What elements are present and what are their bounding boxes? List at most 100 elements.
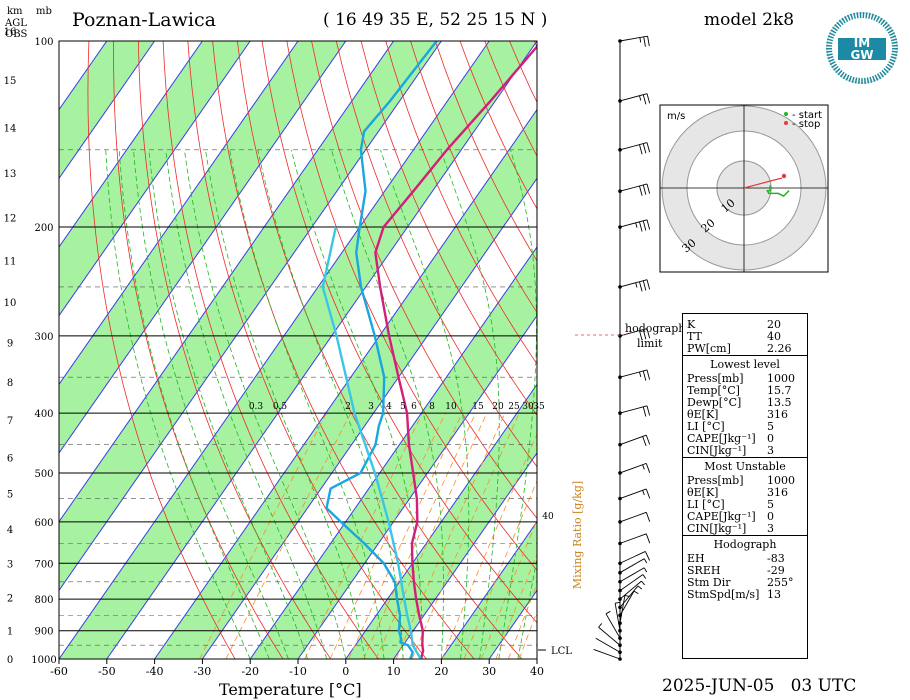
wind-barb-feather (639, 281, 643, 292)
x-tick-label: -40 (146, 665, 164, 678)
dry-adiabat (385, 41, 537, 365)
index-row-value: 40 (767, 330, 781, 343)
indices-panel: K 20 TT 40 PW[cm] 2.26 Lowest level Press[mb] 10… (682, 313, 808, 659)
most-unstable-row: CIN[Jkg⁻¹] 3 (683, 523, 807, 535)
isotherm-line (440, 520, 537, 659)
wind-barb-feather (635, 222, 638, 228)
isotherm-line (249, 246, 537, 659)
wind-barb (619, 142, 648, 151)
wind-barb (619, 533, 647, 544)
moist-adiabat (498, 149, 537, 659)
wind-barb-feather (639, 371, 642, 377)
x-tick-label: 10 (387, 665, 401, 678)
km-label: 5 (7, 490, 13, 501)
hodograph-trace (766, 185, 790, 198)
isotherm-line (345, 383, 537, 659)
plot-area (59, 41, 537, 659)
km-label: 12 (4, 213, 17, 224)
isotherm-line (393, 452, 537, 659)
wind-barb-feather (646, 405, 651, 416)
pressure-label: 200 (34, 223, 53, 234)
mixing-ratio-label: 15 (472, 402, 484, 412)
x-tick-label: -30 (194, 665, 212, 678)
hodograph-indices-row: Stm Dir 255° (683, 577, 807, 589)
lowest-level-row-value: 13.5 (767, 396, 792, 409)
isotherm-line (59, 41, 156, 180)
isotherm-line (59, 41, 347, 454)
lowest-level-row: LI [°C] 5 (683, 421, 807, 433)
imgw-logo: IM GW (826, 12, 898, 84)
wind-barb (619, 580, 642, 600)
wind-level-dot (618, 285, 622, 289)
mixing-ratio-label: 0.3 (249, 402, 264, 412)
isotherm-line (59, 41, 395, 523)
wind-level-dot (618, 442, 622, 447)
parcel-profile (321, 226, 422, 659)
moist-adiabat (440, 149, 500, 659)
wind-barb-feather (642, 94, 647, 105)
wind-barb-feather (639, 37, 642, 43)
lowest-level-row-key: Temp[°C] (687, 384, 740, 397)
isotherm-line (201, 177, 537, 659)
lowest-level-row: θE[K] 316 (683, 409, 807, 421)
wind-barb-feather (643, 36, 646, 47)
datetime-label: 2025-JUN-05 03 UTC (662, 676, 857, 696)
storm-motion-vector (743, 177, 783, 189)
most-unstable-row-value: 1000 (767, 474, 795, 487)
wind-barb (619, 488, 647, 499)
hodograph-indices-row: StmSpd[m/s] 13 (683, 589, 807, 601)
hodograph-stop-label: - stop (792, 119, 820, 130)
x-tick-label: -50 (98, 665, 116, 678)
pressure-label: 600 (34, 518, 53, 529)
moist-adiabat (205, 149, 366, 659)
wind-barb-feather (642, 406, 647, 417)
wind-barb (619, 551, 646, 564)
wind-barb (619, 511, 647, 523)
wind-barb-feather (637, 585, 643, 590)
moist-adiabat (380, 149, 470, 659)
mixing-ratio-label: 30 (522, 402, 534, 412)
km-label: 9 (7, 338, 13, 349)
index-row-value: 20 (767, 318, 781, 331)
most-unstable-row-key: CIN[Jkg⁻¹] (687, 522, 747, 535)
hodograph-stop-marker (784, 121, 788, 125)
hodograph-indices-row-key: EH (687, 552, 705, 565)
mixing-ratio-label: 25 (508, 402, 520, 412)
wind-barb (619, 567, 645, 583)
moist-adiabat (118, 149, 270, 659)
mixing-ratio-label: 0.5 (273, 402, 288, 412)
wind-barb (593, 649, 621, 660)
wind-barb-feather (646, 328, 651, 339)
mixing-ratio-label: 10 (445, 402, 457, 412)
most-unstable-row: Press[mb] 1000 (683, 475, 807, 487)
isotherm-line (59, 41, 203, 248)
wind-barb (619, 35, 648, 42)
hodograph-indices-row-value: 255° (767, 576, 794, 589)
wind-barb-feather (647, 36, 650, 47)
wind-barb-feather (646, 219, 651, 230)
km-label: 16 (4, 27, 17, 38)
isotherm-line (59, 41, 299, 386)
km-label: 13 (4, 169, 17, 180)
isotherm-line (154, 108, 537, 659)
pressure-label: 300 (34, 332, 53, 343)
wind-barb (619, 590, 635, 616)
wind-barb (619, 369, 648, 378)
most-unstable-row-value: 5 (767, 498, 774, 511)
lowest-level-row: Dewp[°C] 13.5 (683, 397, 807, 409)
isotherm-line (297, 314, 537, 659)
wind-barb-feather (643, 567, 648, 573)
hodograph-indices-row-key: SREH (687, 564, 721, 577)
lowest-level-row-value: 3 (767, 444, 774, 457)
wind-barb-feather (646, 142, 651, 153)
lowest-level-row-value: 1000 (767, 372, 795, 385)
wind-barb-feather (635, 282, 638, 288)
pressure-label: 900 (34, 627, 53, 638)
wind-barb (619, 434, 647, 446)
moist-adiabat (517, 556, 537, 659)
wind-barb-feather (642, 184, 647, 195)
wind-barb-feather (633, 590, 639, 595)
hodograph-start-label: - start (792, 110, 822, 121)
wind-barb-feather (645, 533, 651, 544)
